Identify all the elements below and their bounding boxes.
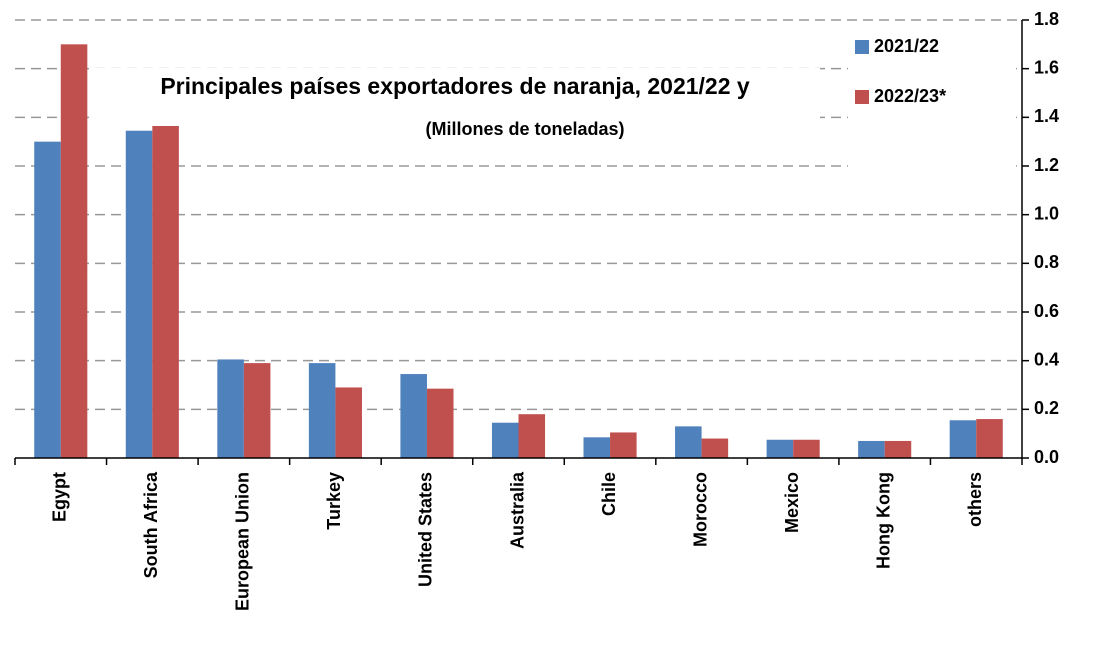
legend-label: 2021/22 — [874, 36, 939, 56]
x-tick-label: Chile — [599, 472, 619, 516]
x-tick-label: Mexico — [782, 472, 802, 533]
y-tick-label: 1.0 — [1034, 203, 1059, 223]
legend-swatch — [855, 90, 869, 104]
bar — [335, 387, 362, 458]
y-tick-label: 1.6 — [1034, 57, 1059, 77]
bar — [610, 432, 637, 458]
bar — [675, 426, 702, 458]
x-tick-label: Australia — [507, 471, 527, 549]
bar — [34, 141, 61, 458]
y-tick-label: 1.4 — [1034, 106, 1059, 126]
x-tick-label: European Union — [233, 472, 253, 611]
bar — [766, 439, 794, 458]
legend-label: 2022/23* — [874, 86, 946, 106]
bar — [858, 440, 885, 458]
bar — [701, 438, 729, 458]
bar — [125, 130, 153, 458]
bar — [426, 388, 454, 458]
x-tick-label: Egypt — [50, 472, 70, 522]
legend-box — [848, 28, 1016, 190]
bar — [583, 437, 611, 458]
x-tick-label: United States — [416, 472, 436, 587]
title-box — [90, 68, 820, 126]
legend-swatch — [855, 40, 869, 54]
y-tick-label: 0.8 — [1034, 252, 1059, 272]
bar — [60, 44, 88, 458]
bar — [243, 363, 271, 458]
bar — [793, 439, 820, 458]
x-tick-label: Morocco — [690, 472, 710, 547]
chart-title: Principales países exportadores de naran… — [160, 73, 750, 99]
y-tick-label: 1.8 — [1034, 9, 1059, 29]
bar — [949, 420, 977, 458]
y-tick-label: 0.6 — [1034, 301, 1059, 321]
bar — [518, 414, 546, 458]
y-tick-label: 0.0 — [1034, 447, 1059, 467]
bar — [152, 122, 179, 458]
x-tick-label: others — [965, 472, 985, 527]
x-tick-label: Hong Kong — [873, 472, 893, 569]
y-tick-label: 1.2 — [1034, 155, 1059, 175]
y-tick-label: 0.2 — [1034, 398, 1059, 418]
x-tick-label: Turkey — [324, 472, 344, 530]
bar — [884, 440, 912, 458]
y-tick-label: 0.4 — [1034, 349, 1059, 369]
bar — [976, 419, 1003, 458]
x-tick-label: South Africa — [141, 471, 161, 578]
bar — [400, 374, 427, 458]
chart-subtitle: (Millones de toneladas) — [425, 119, 624, 139]
bar — [308, 363, 336, 458]
bar — [491, 422, 519, 458]
bar — [217, 359, 244, 458]
